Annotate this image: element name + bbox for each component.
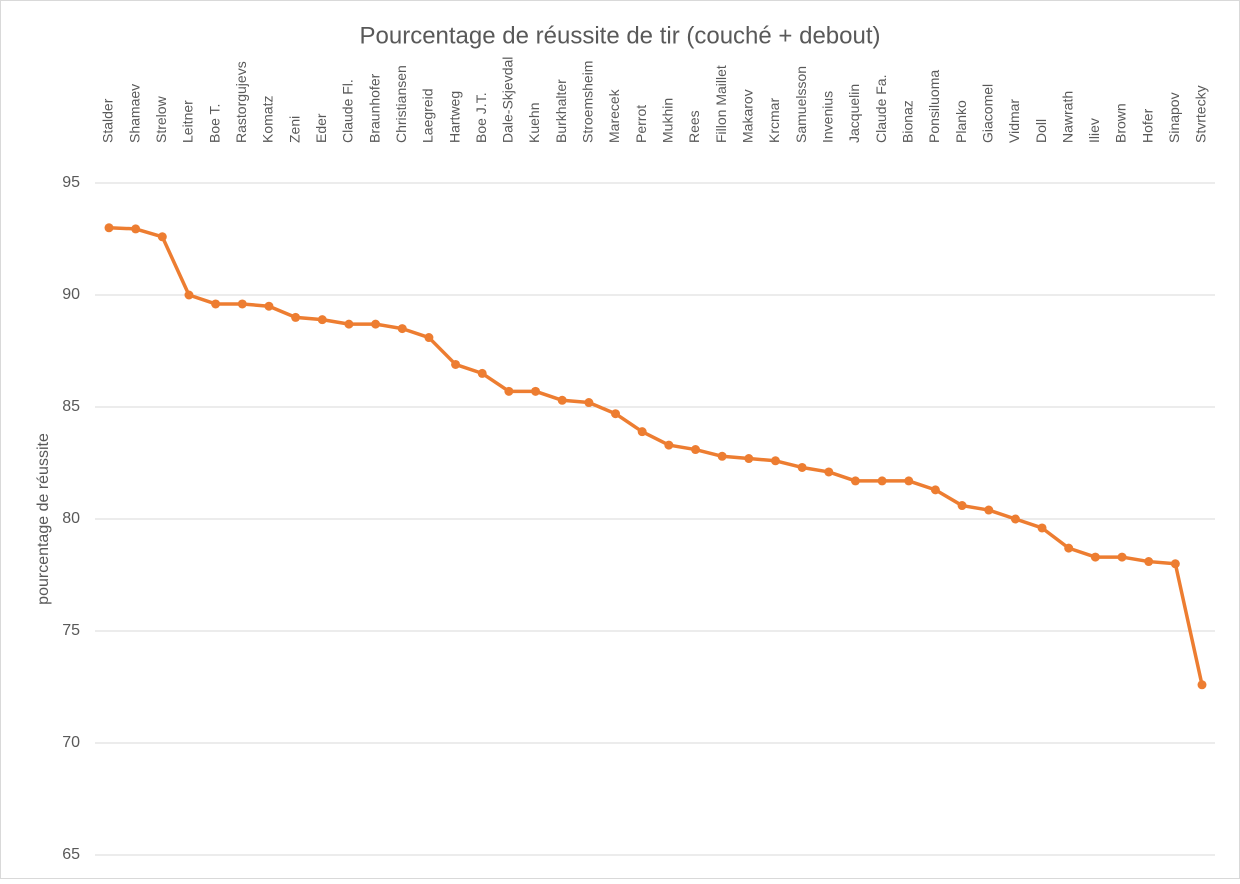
data-line bbox=[108, 226, 1204, 686]
data-point bbox=[690, 445, 700, 455]
chart-title: Pourcentage de réussite de tir (couché +… bbox=[360, 22, 881, 49]
data-point bbox=[504, 386, 514, 396]
x-tick-label: Marecek bbox=[606, 88, 622, 143]
y-tick-label: 70 bbox=[62, 734, 80, 751]
data-point bbox=[451, 359, 461, 369]
x-tick-label: Jacquelin bbox=[846, 84, 862, 143]
x-tick-label: Stvrtecky bbox=[1193, 85, 1209, 143]
data-point bbox=[371, 319, 381, 329]
data-point bbox=[424, 333, 434, 343]
data-point bbox=[930, 485, 940, 495]
data-point bbox=[1037, 523, 1047, 533]
x-tick-label: Perrot bbox=[633, 105, 649, 143]
x-tick-label: Laegreid bbox=[420, 89, 436, 144]
x-tick-label: Planko bbox=[953, 100, 969, 143]
x-tick-label: Nawrath bbox=[1059, 91, 1075, 143]
x-tick-label: Strelow bbox=[153, 95, 169, 143]
x-tick-label: Shamaev bbox=[126, 84, 142, 143]
data-point bbox=[797, 462, 807, 472]
y-tick-label: 85 bbox=[62, 398, 80, 415]
data-point bbox=[557, 395, 567, 405]
x-tick-label: Boe J.T. bbox=[473, 92, 489, 143]
data-point bbox=[824, 467, 834, 477]
data-point bbox=[664, 440, 674, 450]
x-tick-label: Fillon Maillet bbox=[713, 65, 729, 143]
x-tick-label: Hofer bbox=[1139, 108, 1155, 143]
data-point bbox=[770, 456, 780, 466]
x-tick-label: Braunhofer bbox=[366, 73, 382, 143]
x-tick-label: Boe T. bbox=[206, 104, 222, 143]
x-tick-label: Eder bbox=[313, 113, 329, 143]
x-tick-label: Stalder bbox=[100, 98, 116, 143]
y-tick-label: 95 bbox=[62, 174, 80, 191]
data-point bbox=[1064, 543, 1074, 553]
data-point bbox=[531, 386, 541, 396]
x-tick-label: Iliev bbox=[1086, 118, 1102, 143]
data-point bbox=[1197, 680, 1207, 690]
x-tick-label: Claude Fl. bbox=[340, 79, 356, 143]
data-point bbox=[637, 427, 647, 437]
data-point bbox=[344, 319, 354, 329]
data-point bbox=[264, 301, 274, 311]
x-tick-label: Mukhin bbox=[660, 98, 676, 143]
x-tick-label: Bionaz bbox=[899, 100, 915, 143]
data-point bbox=[584, 398, 594, 408]
data-point bbox=[1144, 557, 1154, 567]
data-point bbox=[904, 476, 914, 486]
y-tick-label: 75 bbox=[62, 622, 80, 639]
x-tick-label: Brown bbox=[1113, 103, 1129, 143]
x-tick-label: Krcmar bbox=[766, 98, 782, 143]
data-point bbox=[397, 324, 407, 334]
x-tick-label: Doll bbox=[1033, 119, 1049, 143]
data-point bbox=[1010, 514, 1020, 524]
data-point bbox=[1117, 552, 1127, 562]
x-tick-label: Komatz bbox=[260, 96, 276, 143]
x-tick-label: Samuelsson bbox=[793, 66, 809, 143]
x-tick-label: Makarov bbox=[740, 89, 756, 143]
data-point bbox=[157, 232, 167, 242]
data-point bbox=[957, 501, 967, 511]
x-tick-label: Giacomel bbox=[979, 84, 995, 143]
data-point bbox=[477, 368, 487, 378]
data-point bbox=[184, 290, 194, 300]
x-tick-label: Claude Fa. bbox=[873, 75, 889, 143]
x-tick-label: Dale-Skjevdal bbox=[500, 57, 516, 143]
data-point bbox=[984, 505, 994, 515]
data-point bbox=[211, 299, 221, 309]
x-tick-label: Invenius bbox=[819, 91, 835, 143]
data-point bbox=[744, 454, 754, 464]
x-tick-label: Leitner bbox=[180, 100, 196, 143]
data-point bbox=[317, 315, 327, 325]
x-tick-label: Rastorgujevs bbox=[233, 61, 249, 143]
data-point bbox=[104, 223, 114, 233]
y-tick-label: 65 bbox=[62, 846, 80, 863]
data-point bbox=[1090, 552, 1100, 562]
data-point bbox=[1170, 559, 1180, 569]
y-tick-label: 90 bbox=[62, 286, 80, 303]
data-point bbox=[237, 299, 247, 309]
x-tick-label: Stroemsheim bbox=[580, 61, 596, 143]
x-tick-label: Burkhalter bbox=[553, 79, 569, 143]
data-point bbox=[717, 451, 727, 461]
x-tick-label: Rees bbox=[686, 110, 702, 143]
x-tick-label: Hartweg bbox=[446, 91, 462, 143]
x-tick-label: Vidmar bbox=[1006, 99, 1022, 143]
data-point bbox=[131, 224, 141, 234]
x-tick-label: Christiansen bbox=[393, 65, 409, 143]
y-tick-label: 80 bbox=[62, 510, 80, 527]
data-point bbox=[877, 476, 887, 486]
data-point bbox=[611, 409, 621, 419]
x-tick-label: Zeni bbox=[286, 116, 302, 143]
data-point bbox=[850, 476, 860, 486]
y-axis-label: pourcentage de réussite bbox=[35, 433, 52, 605]
x-tick-label: Ponsiluoma bbox=[926, 70, 942, 143]
data-point bbox=[291, 312, 301, 322]
x-tick-label: Sinapov bbox=[1166, 92, 1182, 143]
x-tick-label: Kuehn bbox=[526, 103, 542, 143]
